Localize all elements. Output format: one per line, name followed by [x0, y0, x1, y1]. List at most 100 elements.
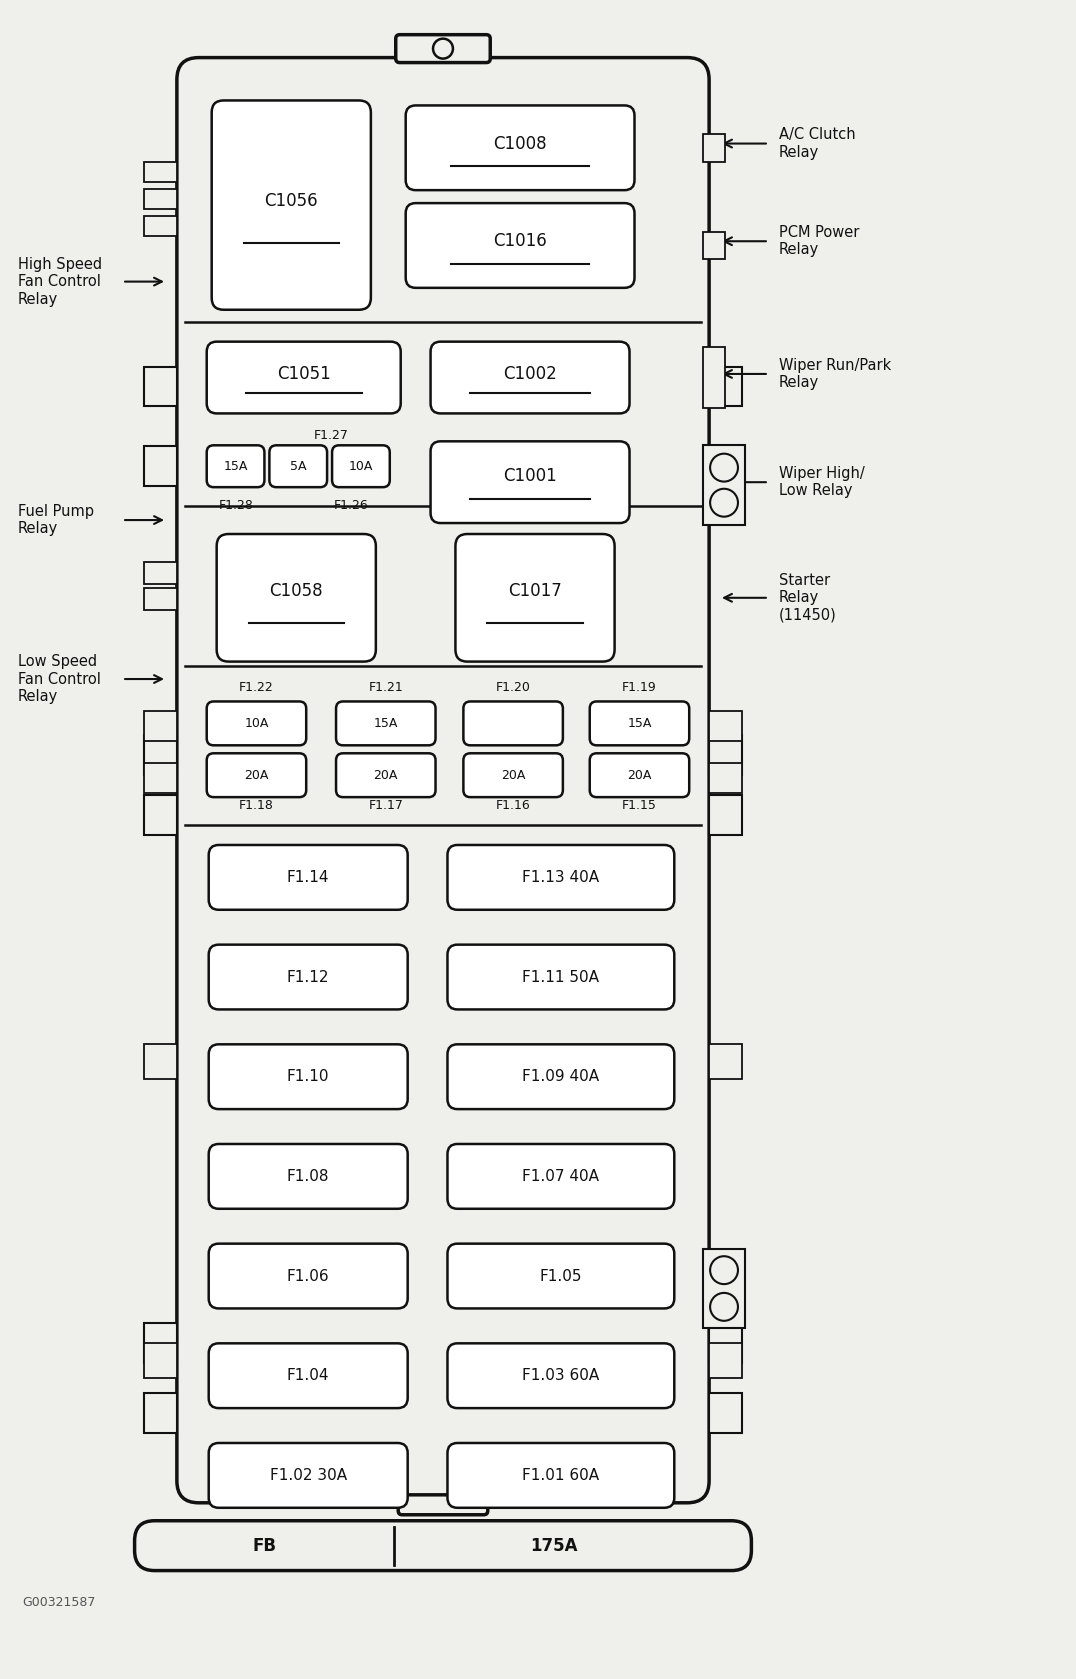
- FancyBboxPatch shape: [336, 702, 436, 745]
- FancyBboxPatch shape: [209, 1044, 408, 1110]
- Text: F1.17: F1.17: [368, 799, 404, 811]
- Text: F1.20: F1.20: [496, 682, 530, 693]
- FancyBboxPatch shape: [406, 106, 635, 190]
- Text: C1008: C1008: [493, 134, 547, 153]
- Text: F1.03 60A: F1.03 60A: [522, 1368, 599, 1383]
- Text: F1.28: F1.28: [220, 499, 254, 512]
- Text: A/C Clutch
Relay: A/C Clutch Relay: [779, 128, 855, 160]
- Bar: [144, 161, 176, 181]
- Text: 175A: 175A: [530, 1536, 578, 1555]
- Text: F1.05: F1.05: [540, 1269, 582, 1283]
- FancyBboxPatch shape: [332, 445, 390, 487]
- Bar: [144, 447, 176, 487]
- FancyBboxPatch shape: [207, 445, 265, 487]
- Bar: [703, 134, 725, 161]
- Text: F1.13 40A: F1.13 40A: [522, 870, 599, 885]
- FancyBboxPatch shape: [176, 57, 709, 1503]
- Text: C1017: C1017: [508, 583, 562, 601]
- Text: F1.26: F1.26: [334, 499, 368, 512]
- Bar: [709, 447, 742, 487]
- Text: 15A: 15A: [224, 460, 247, 473]
- FancyBboxPatch shape: [269, 445, 327, 487]
- Text: C1002: C1002: [504, 364, 557, 383]
- Bar: [709, 1323, 742, 1363]
- FancyBboxPatch shape: [209, 1143, 408, 1209]
- Text: F1.08: F1.08: [287, 1169, 329, 1184]
- FancyBboxPatch shape: [464, 702, 563, 745]
- Text: F1.12: F1.12: [287, 969, 329, 984]
- FancyBboxPatch shape: [448, 1044, 675, 1110]
- FancyBboxPatch shape: [430, 341, 629, 413]
- Text: F1.15: F1.15: [622, 799, 657, 811]
- Text: High Speed
Fan Control
Relay: High Speed Fan Control Relay: [17, 257, 102, 307]
- Text: C1016: C1016: [493, 232, 547, 250]
- Bar: [709, 764, 742, 792]
- Text: Starter
Relay
(11450): Starter Relay (11450): [779, 573, 836, 623]
- Bar: [709, 735, 742, 776]
- FancyBboxPatch shape: [207, 702, 307, 745]
- Bar: [144, 712, 176, 742]
- FancyBboxPatch shape: [430, 442, 629, 524]
- Bar: [703, 1249, 745, 1328]
- Bar: [144, 366, 176, 406]
- Text: F1.01 60A: F1.01 60A: [522, 1467, 599, 1483]
- Text: F1.14: F1.14: [287, 870, 329, 885]
- FancyBboxPatch shape: [398, 1494, 487, 1514]
- FancyBboxPatch shape: [448, 945, 675, 1009]
- FancyBboxPatch shape: [209, 1442, 408, 1508]
- Text: F1.21: F1.21: [368, 682, 404, 693]
- Text: 15A: 15A: [373, 717, 398, 730]
- Text: F1.27: F1.27: [313, 428, 349, 442]
- FancyBboxPatch shape: [396, 35, 491, 62]
- Bar: [703, 445, 745, 526]
- FancyBboxPatch shape: [216, 534, 376, 662]
- Bar: [709, 366, 742, 406]
- Text: Wiper High/
Low Relay: Wiper High/ Low Relay: [779, 467, 864, 499]
- Text: C1058: C1058: [269, 583, 323, 601]
- Text: F1.18: F1.18: [239, 799, 274, 811]
- Text: PCM Power
Relay: PCM Power Relay: [779, 225, 859, 257]
- Bar: [703, 346, 725, 408]
- Text: C1051: C1051: [277, 364, 330, 383]
- Text: G00321587: G00321587: [23, 1597, 96, 1608]
- Text: F1.07 40A: F1.07 40A: [522, 1169, 599, 1184]
- Bar: [144, 764, 176, 792]
- FancyBboxPatch shape: [464, 754, 563, 798]
- Text: Wiper Run/Park
Relay: Wiper Run/Park Relay: [779, 358, 891, 390]
- Bar: [144, 735, 176, 776]
- Text: F1.10: F1.10: [287, 1070, 329, 1085]
- Bar: [144, 588, 176, 609]
- Bar: [144, 1044, 176, 1080]
- Text: 10A: 10A: [244, 717, 269, 730]
- Bar: [709, 1343, 742, 1378]
- Text: FB: FB: [252, 1536, 277, 1555]
- FancyBboxPatch shape: [448, 1244, 675, 1308]
- Text: 20A: 20A: [373, 769, 398, 782]
- Bar: [709, 1044, 742, 1080]
- FancyBboxPatch shape: [448, 1343, 675, 1409]
- Text: C1001: C1001: [504, 467, 557, 485]
- FancyBboxPatch shape: [209, 1343, 408, 1409]
- FancyBboxPatch shape: [209, 1244, 408, 1308]
- Text: Fuel Pump
Relay: Fuel Pump Relay: [17, 504, 94, 536]
- Text: F1.22: F1.22: [239, 682, 273, 693]
- FancyBboxPatch shape: [406, 203, 635, 287]
- FancyBboxPatch shape: [212, 101, 371, 309]
- Text: 10A: 10A: [349, 460, 373, 473]
- Bar: [709, 712, 742, 742]
- Text: 5A: 5A: [291, 460, 307, 473]
- Text: Low Speed
Fan Control
Relay: Low Speed Fan Control Relay: [17, 655, 100, 704]
- Text: F1.09 40A: F1.09 40A: [522, 1070, 599, 1085]
- Text: 15A: 15A: [627, 717, 652, 730]
- Text: F1.19: F1.19: [622, 682, 656, 693]
- Text: F1.11 50A: F1.11 50A: [522, 969, 599, 984]
- Text: C1056: C1056: [265, 191, 318, 210]
- Text: F1.04: F1.04: [287, 1368, 329, 1383]
- FancyBboxPatch shape: [590, 754, 690, 798]
- Bar: [144, 1394, 176, 1434]
- Bar: [144, 796, 176, 834]
- FancyBboxPatch shape: [209, 845, 408, 910]
- Text: 20A: 20A: [627, 769, 652, 782]
- FancyBboxPatch shape: [209, 945, 408, 1009]
- Bar: [709, 796, 742, 834]
